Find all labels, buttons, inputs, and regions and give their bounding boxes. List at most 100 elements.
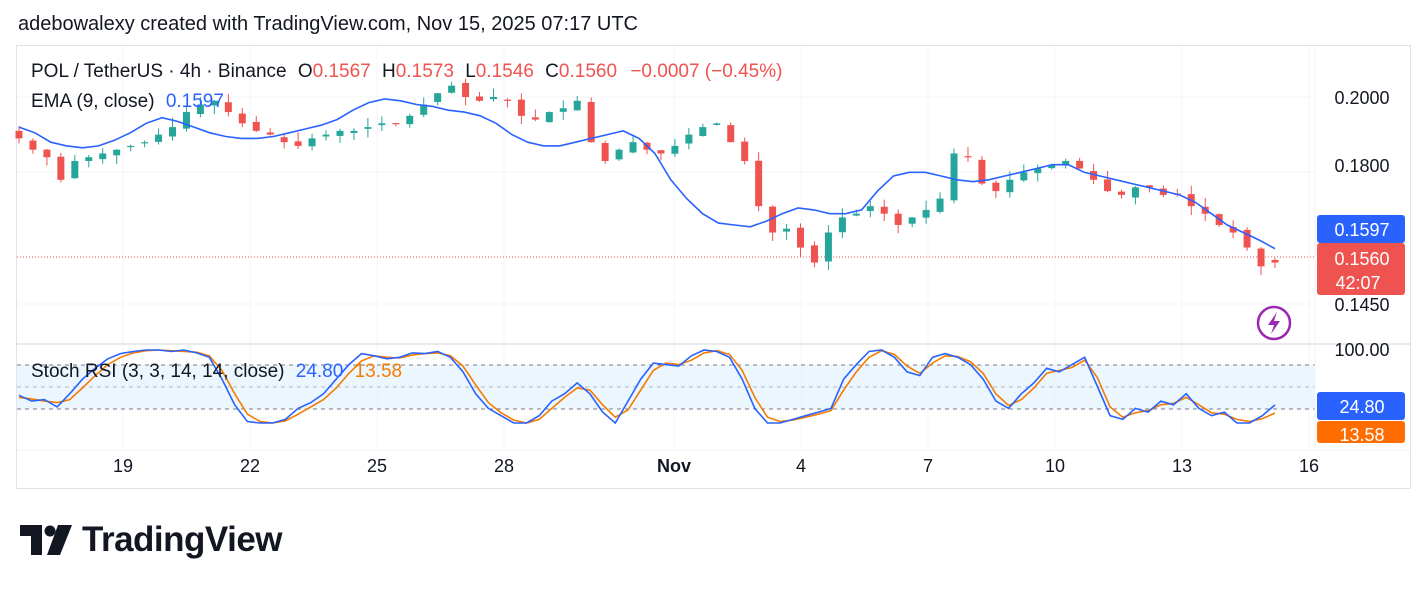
rsi-d-badge-bg (1317, 421, 1405, 443)
candle-body-56 (797, 227, 805, 248)
stoch-rsi-k-line (18, 349, 1276, 425)
candle-body-74 (1048, 164, 1056, 169)
candle-body-78 (1104, 179, 1112, 192)
tradingview-logo[interactable]: TradingView (20, 520, 283, 560)
candle-body-12 (182, 112, 190, 129)
price-tick-1: 0.1800 (1334, 156, 1389, 176)
candle-body-11 (169, 127, 177, 137)
candle-body-1 (29, 140, 37, 150)
candle-body-34 (489, 97, 497, 100)
stoch-rsi-legend[interactable]: Stoch RSI (3, 3, 14, 14, close) 24.80 13… (31, 361, 402, 383)
candle-body-67 (950, 153, 958, 201)
time-label-8: 13 (1172, 456, 1192, 476)
candle-body-53 (755, 160, 763, 207)
rsi-d-badge: 13.58 (1339, 425, 1384, 445)
candle-body-55 (783, 228, 791, 232)
high-value: 0.1573 (395, 61, 454, 82)
price-badge: 0.1560 (1334, 249, 1389, 269)
candle-body-76 (1076, 160, 1084, 169)
candle-body-39 (559, 108, 567, 112)
candle-body-41 (587, 102, 595, 143)
candle-body-48 (685, 134, 693, 144)
stoch-rsi-legend-label: Stoch RSI (3, 3, 14, 14, close) (31, 361, 285, 382)
candle-body-54 (769, 206, 777, 233)
candle-body-64 (908, 217, 916, 224)
candle-body-79 (1117, 191, 1125, 195)
candle-body-50 (713, 123, 721, 125)
candle-body-18 (266, 132, 274, 135)
candle-body-5 (85, 157, 93, 161)
candle-body-35 (503, 99, 511, 101)
candle-body-72 (1020, 172, 1028, 181)
candle-body-52 (741, 141, 749, 161)
candle-body-40 (573, 100, 581, 111)
candle-body-38 (545, 112, 553, 123)
time-label-9: 16 (1299, 456, 1319, 476)
candle-body-63 (894, 213, 902, 225)
candle-body-6 (99, 153, 107, 160)
candle-body-44 (629, 142, 637, 153)
candle-body-62 (880, 206, 888, 214)
candle-body-73 (1034, 168, 1042, 174)
close-label: C (545, 61, 559, 82)
low-label: L (465, 61, 476, 82)
candle-body-8 (127, 145, 135, 148)
rsi-tick-top: 100.00 (1334, 340, 1389, 360)
time-label-4: Nov (657, 456, 691, 476)
candle-body-68 (964, 156, 972, 158)
candle-body-42 (601, 142, 609, 161)
low-value: 0.1546 (475, 61, 534, 82)
price-badge-bg (1317, 243, 1405, 295)
candle-body-51 (727, 125, 735, 143)
stoch-rsi-d-value: 13.58 (354, 361, 403, 382)
ema-badge: 0.1597 (1334, 220, 1389, 240)
candle-body-69 (978, 159, 986, 184)
candle-body-26 (378, 123, 386, 126)
candle-body-49 (699, 127, 707, 136)
candle-body-27 (392, 123, 400, 125)
time-label-7: 10 (1045, 456, 1065, 476)
time-label-2: 25 (367, 456, 387, 476)
candle-body-22 (322, 134, 330, 137)
candle-body-61 (866, 206, 874, 212)
chart-credit: adebowalexy created with TradingView.com… (18, 13, 638, 35)
high-label: H (382, 61, 396, 82)
candle-body-20 (294, 141, 302, 146)
candle-body-3 (57, 156, 65, 180)
candle-body-77 (1090, 170, 1098, 180)
candle-body-9 (141, 142, 149, 144)
candle-body-23 (336, 130, 344, 136)
candle-body-13 (196, 104, 204, 115)
candle-body-90 (1271, 259, 1279, 263)
candle-body-71 (1006, 179, 1014, 193)
time-label-6: 7 (923, 456, 933, 476)
candle-body-88 (1243, 229, 1251, 248)
lightning-icon[interactable] (1256, 305, 1292, 341)
candle-body-25 (364, 127, 372, 129)
ema-legend-label: EMA (9, close) (31, 91, 155, 112)
candle-body-87 (1229, 227, 1237, 233)
rsi-k-badge-bg (1317, 392, 1405, 420)
candle-body-89 (1257, 248, 1265, 267)
candle-body-37 (531, 117, 539, 120)
candle-body-70 (992, 182, 1000, 192)
tradingview-wordmark: TradingView (82, 520, 283, 559)
candle-body-14 (210, 100, 218, 106)
candle-body-10 (155, 134, 163, 142)
stoch-rsi-k-value: 24.80 (295, 361, 344, 382)
candle-body-36 (517, 99, 525, 116)
ema-legend-value: 0.1597 (165, 91, 224, 112)
price-tick-0: 0.2000 (1334, 88, 1389, 108)
candle-body-75 (1062, 160, 1070, 165)
ema-legend[interactable]: EMA (9, close) 0.1597 (31, 91, 224, 113)
candle-body-21 (308, 138, 316, 147)
rsi-k-badge: 24.80 (1339, 397, 1384, 417)
candle-body-59 (838, 217, 846, 233)
chart-frame[interactable] (16, 45, 1411, 489)
symbol-label[interactable]: POL / TetherUS · 4h · Binance (31, 61, 287, 82)
close-value: 0.1560 (558, 61, 618, 82)
ohlc-legend: POL / TetherUS · 4h · Binance O0.1567 H0… (31, 61, 782, 83)
candle-body-57 (810, 245, 818, 263)
ema-badge-bg (1317, 215, 1405, 243)
